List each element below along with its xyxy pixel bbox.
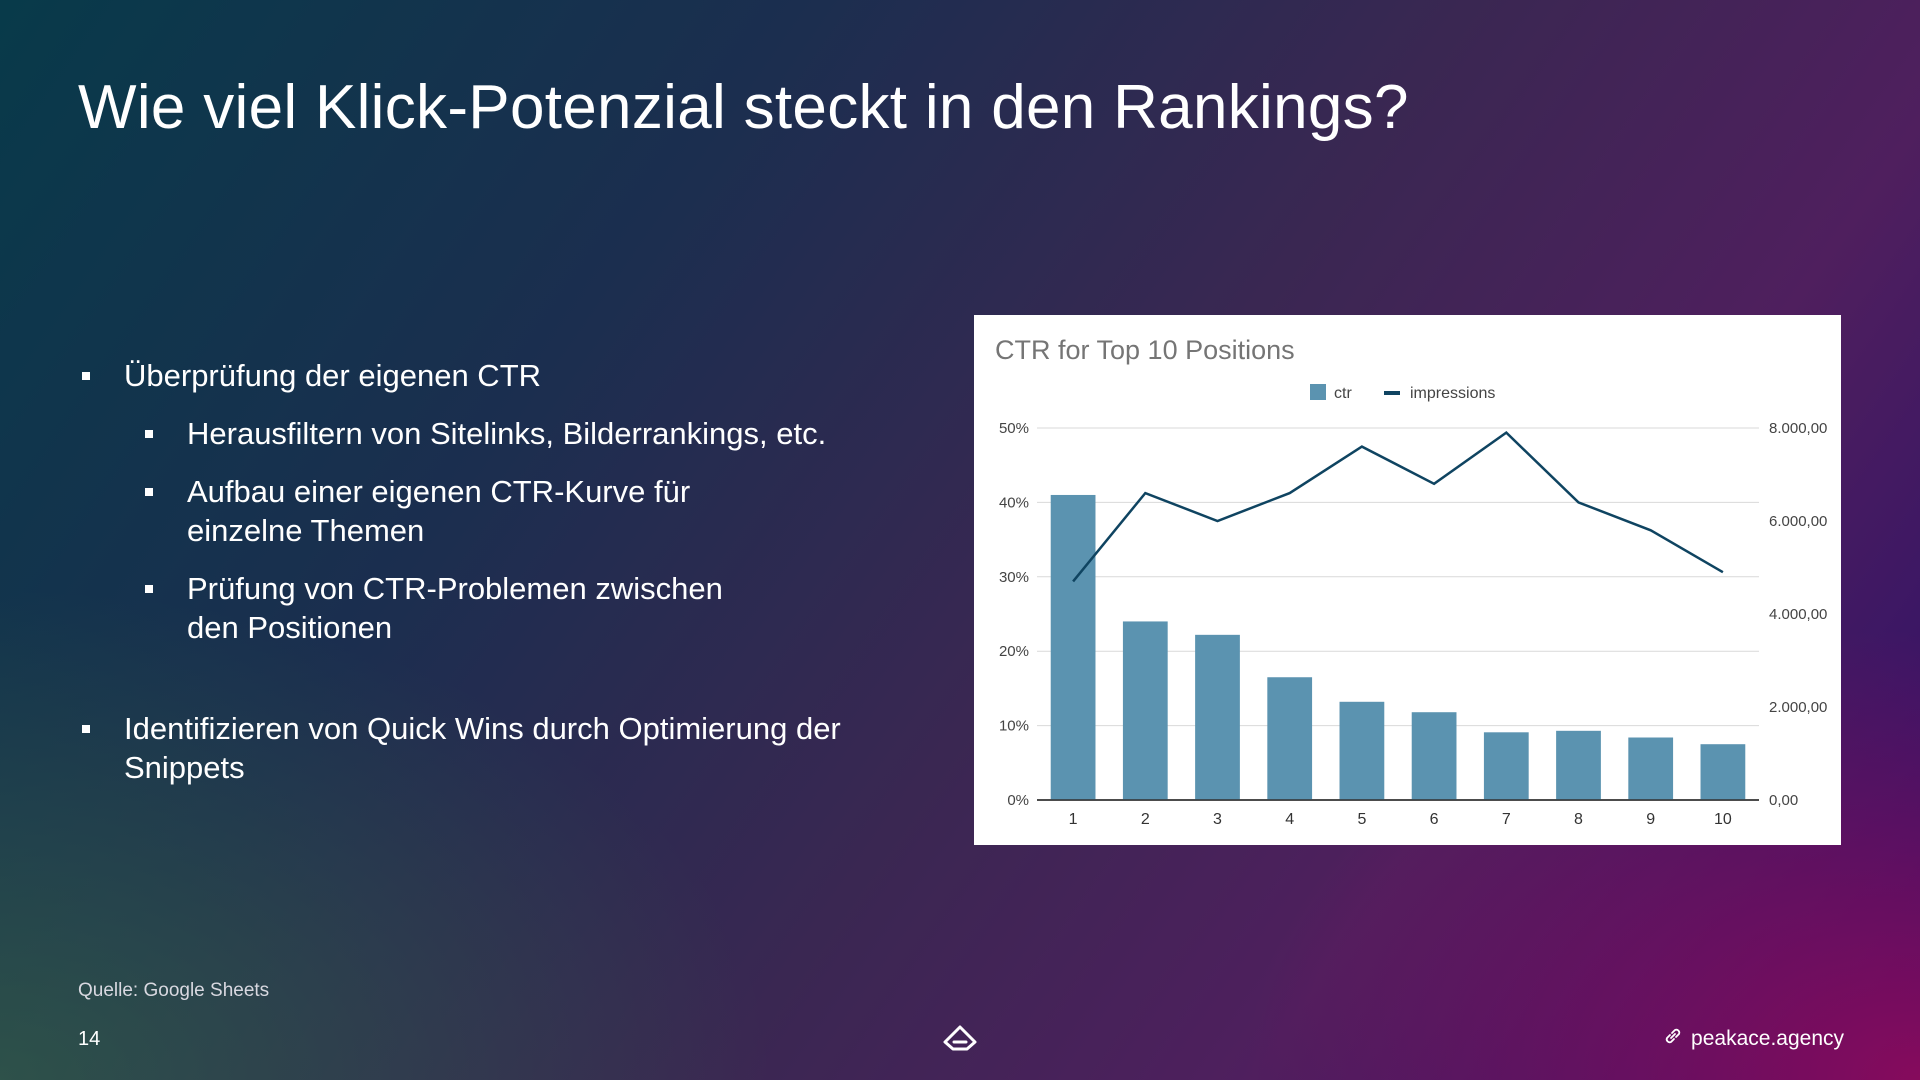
link-icon <box>1663 1026 1683 1052</box>
y-right-tick-label: 0,00 <box>1769 792 1798 809</box>
bar-ctr <box>1556 730 1601 800</box>
y-right-tick-label: 8.000,00 <box>1769 420 1827 437</box>
y-right-tick-label: 4.000,00 <box>1769 606 1827 623</box>
line-impressions <box>1072 431 1724 583</box>
bar-ctr <box>1628 737 1674 800</box>
y-left-tick-label: 30% <box>999 569 1029 586</box>
bar-ctr <box>1195 634 1240 800</box>
source-note: Quelle: Google Sheets <box>78 980 270 1001</box>
bar-ctr <box>1700 744 1746 800</box>
legend-swatch-ctr <box>1310 384 1326 400</box>
x-tick-label: 7 <box>1502 811 1511 828</box>
sub-bullet-ctr-problems: Prüfung von CTR-Problemen zwischen den P… <box>78 569 747 647</box>
peak-ace-logo-icon <box>942 1024 978 1057</box>
bar-ctr <box>1122 621 1168 800</box>
sub-bullet-filter: Herausfiltern von Sitelinks, Bilderranki… <box>78 414 878 453</box>
y-left-tick-label: 10% <box>999 718 1029 735</box>
x-tick-label: 6 <box>1430 811 1439 828</box>
x-tick-label: 8 <box>1574 811 1583 828</box>
x-tick-label: 2 <box>1141 811 1150 828</box>
legend-label-ctr: ctr <box>1334 385 1352 402</box>
page-number: 14 <box>78 1028 101 1050</box>
ctr-chart: CTR for Top 10 Positions ctr impressions 0%… <box>995 335 1827 828</box>
x-tick-label: 3 <box>1213 811 1222 828</box>
x-tick-label: 9 <box>1646 811 1655 828</box>
y-left-tick-label: 40% <box>999 494 1029 511</box>
slide-title: Wie viel Klick-Potenzial steckt in den R… <box>78 73 1409 142</box>
bullet-quick-wins: Identifizieren von Quick Wins durch Opti… <box>78 709 864 787</box>
chart-title: CTR for Top 10 Positions <box>995 335 1295 365</box>
x-tick-label: 5 <box>1357 811 1366 828</box>
footer-link-text: peakace.agency <box>1691 1027 1844 1050</box>
bullet-list: Überprüfung der eigenen CTR Herausfilter… <box>78 356 878 787</box>
x-tick-label: 4 <box>1285 811 1294 828</box>
y-right-tick-label: 6.000,00 <box>1769 513 1827 530</box>
bar-ctr <box>1411 712 1457 800</box>
bar-ctr <box>1483 732 1529 800</box>
y-right-tick-label: 2.000,00 <box>1769 699 1827 716</box>
bar-ctr <box>1339 701 1385 800</box>
bullet-ctr-check: Überprüfung der eigenen CTR <box>78 356 878 395</box>
bar-ctr <box>1267 677 1313 800</box>
footer-link[interactable]: peakace.agency <box>1663 1026 1844 1052</box>
x-tick-label: 10 <box>1714 811 1732 828</box>
x-tick-label: 1 <box>1069 811 1078 828</box>
bar-ctr <box>1050 494 1096 800</box>
legend-label-impressions: impressions <box>1410 385 1495 402</box>
chart-card: CTR for Top 10 Positions ctr impressions 0%… <box>974 315 1841 845</box>
sub-bullet-ctr-curve: Aufbau einer eigenen CTR-Kurve für einze… <box>78 472 747 550</box>
y-left-tick-label: 20% <box>999 643 1029 660</box>
y-left-tick-label: 50% <box>999 420 1029 437</box>
y-left-tick-label: 0% <box>1007 792 1029 809</box>
